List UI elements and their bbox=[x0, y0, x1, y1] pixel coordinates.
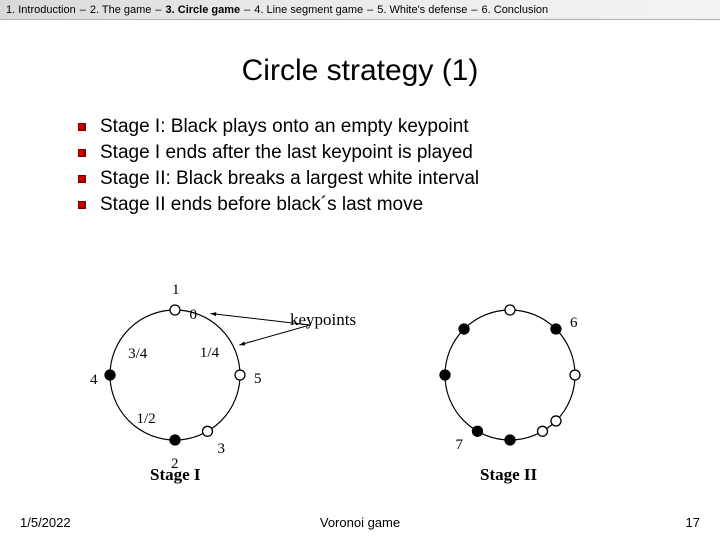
nav-sep: – bbox=[244, 4, 250, 16]
stage2-point bbox=[505, 305, 515, 315]
stage2-point-label: 7 bbox=[456, 437, 464, 454]
stage1-point bbox=[170, 305, 180, 315]
stage1-point-label: 3 bbox=[218, 441, 226, 458]
nav-sep: – bbox=[80, 4, 86, 16]
bullet-marker-icon bbox=[78, 123, 86, 131]
nav-item: 1. Introduction bbox=[6, 4, 76, 16]
nav-sep: – bbox=[471, 4, 477, 16]
stage1-point bbox=[235, 370, 245, 380]
stage2-caption: Stage II bbox=[480, 465, 537, 485]
slide: 1. Introduction–2. The game–3. Circle ga… bbox=[0, 0, 720, 540]
stage1-point-label: 0 bbox=[190, 307, 198, 324]
bullet-list: Stage I: Black plays onto an empty keypo… bbox=[78, 116, 720, 216]
nav-item: 2. The game bbox=[90, 4, 152, 16]
stage2-point bbox=[459, 324, 469, 334]
stage1-point bbox=[170, 435, 180, 445]
stage2-point-label: 6 bbox=[570, 315, 578, 332]
bullet-marker-icon bbox=[78, 149, 86, 157]
arrowhead-icon bbox=[211, 312, 217, 316]
footer-page: 17 bbox=[686, 515, 700, 530]
stage2-point bbox=[538, 426, 548, 436]
nav-item: 5. White's defense bbox=[377, 4, 467, 16]
stage2-point bbox=[505, 435, 515, 445]
nav-sep: – bbox=[367, 4, 373, 16]
stage1-point-label: 1/2 bbox=[137, 411, 156, 428]
stage2-point bbox=[570, 370, 580, 380]
stage1-point-label: 1 bbox=[172, 282, 180, 299]
bullet-text: Stage I: Black plays onto an empty keypo… bbox=[100, 116, 469, 138]
nav-item: 4. Line segment game bbox=[254, 4, 363, 16]
breadcrumb-nav: 1. Introduction–2. The game–3. Circle ga… bbox=[0, 0, 720, 20]
bullet-row: Stage II ends before black´s last move bbox=[78, 194, 720, 216]
bullet-marker-icon bbox=[78, 175, 86, 183]
stage1-point-label: 2 bbox=[171, 456, 179, 473]
bullet-row: Stage I ends after the last keypoint is … bbox=[78, 142, 720, 164]
page-title: Circle strategy (1) bbox=[0, 54, 720, 88]
stage1-circle bbox=[110, 310, 240, 440]
arrowhead-icon bbox=[239, 341, 245, 345]
stage2-point bbox=[440, 370, 450, 380]
bullet-text: Stage II ends before black´s last move bbox=[100, 194, 423, 216]
diagram-area: keypoints Stage I Stage II 1051/4231/243… bbox=[0, 280, 720, 500]
nav-sep: – bbox=[155, 4, 161, 16]
bullet-row: Stage I: Black plays onto an empty keypo… bbox=[78, 116, 720, 138]
bullet-text: Stage I ends after the last keypoint is … bbox=[100, 142, 473, 164]
nav-item: 6. Conclusion bbox=[482, 4, 549, 16]
stage1-point-label: 3/4 bbox=[128, 346, 147, 363]
stage1-point bbox=[203, 426, 213, 436]
footer-center: Voronoi game bbox=[0, 515, 720, 530]
keypoints-label: keypoints bbox=[290, 310, 356, 330]
stage1-point-label: 4 bbox=[90, 372, 98, 389]
stage2-point bbox=[551, 416, 561, 426]
bullet-row: Stage II: Black breaks a largest white i… bbox=[78, 168, 720, 190]
nav-item: 3. Circle game bbox=[166, 4, 241, 16]
stage1-point-label: 1/4 bbox=[200, 345, 219, 362]
stage2-point bbox=[473, 426, 483, 436]
stage2-point bbox=[551, 324, 561, 334]
diagram-svg bbox=[0, 280, 720, 500]
bullet-marker-icon bbox=[78, 201, 86, 209]
stage1-point bbox=[105, 370, 115, 380]
stage1-point-label: 5 bbox=[254, 371, 262, 388]
bullet-text: Stage II: Black breaks a largest white i… bbox=[100, 168, 479, 190]
